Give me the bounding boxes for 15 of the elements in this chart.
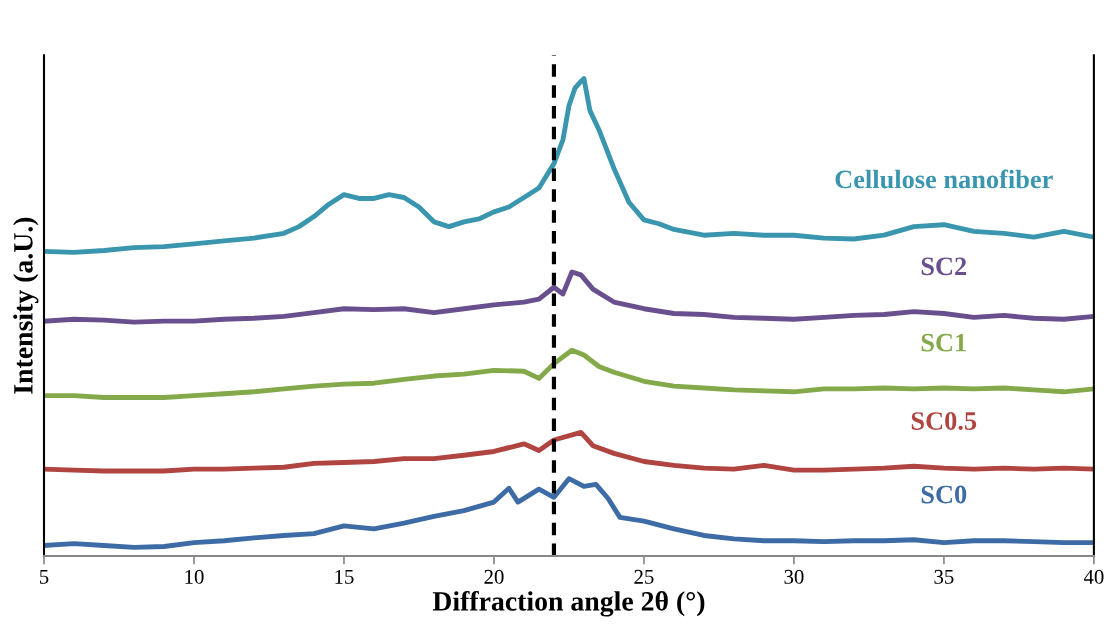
x-axis-title: Diffraction angle 2θ (°) <box>432 590 705 617</box>
y-axis-title: Intensity (a.U.) <box>13 217 39 394</box>
x-tick-label: 25 <box>634 569 654 584</box>
x-tick-label: 15 <box>335 569 354 584</box>
x-tick-label: 35 <box>934 569 954 584</box>
series-label: SC2 <box>921 257 967 276</box>
series-label: SC0 <box>921 485 967 504</box>
series-label: Cellulose nanofiber <box>835 169 1053 189</box>
x-tick-label: 30 <box>784 569 804 584</box>
x-tick-label: 10 <box>185 569 204 584</box>
x-tick-label: 5 <box>40 570 49 584</box>
x-tick-label: 40 <box>1083 569 1104 584</box>
series-label: SC0.5 <box>911 412 977 430</box>
series-label: SC1 <box>921 333 966 352</box>
x-tick-label: 20 <box>484 569 504 584</box>
